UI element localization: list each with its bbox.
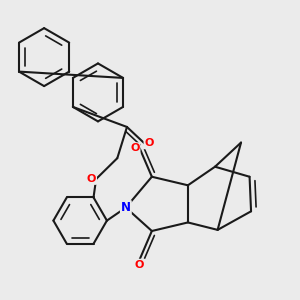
Text: O: O [144, 138, 154, 148]
Text: O: O [135, 260, 144, 270]
Text: O: O [130, 143, 140, 153]
Text: O: O [87, 174, 96, 184]
Text: N: N [121, 201, 131, 214]
